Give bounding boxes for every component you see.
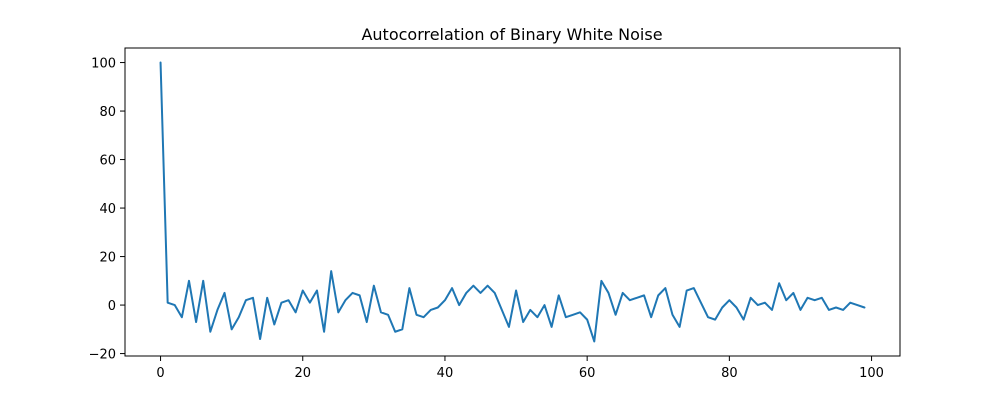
y-tick-label: 80: [99, 105, 116, 120]
y-tick-label: −20: [89, 348, 116, 363]
plot-area: [159, 61, 866, 343]
axis-ticks: 0 20 40 60 80 100 −20 0 20 40 60 80 100: [89, 57, 884, 381]
x-tick-label: 0: [156, 366, 164, 381]
x-tick-label: 80: [721, 366, 738, 381]
x-tick-label: 40: [437, 366, 454, 381]
x-tick-label: 20: [294, 366, 311, 381]
x-tick-label: 100: [859, 366, 884, 381]
y-tick-label: 100: [91, 57, 116, 72]
y-tick-label: 40: [99, 202, 116, 217]
series-line: [159, 61, 866, 343]
axes-frame: [124, 47, 901, 357]
chart-title: Autocorrelation of Binary White Noise: [361, 25, 662, 44]
y-tick-label: 20: [99, 251, 116, 266]
x-tick-label: 60: [579, 366, 596, 381]
y-tick-label: 0: [108, 299, 116, 314]
y-tick-label: 60: [99, 154, 116, 169]
